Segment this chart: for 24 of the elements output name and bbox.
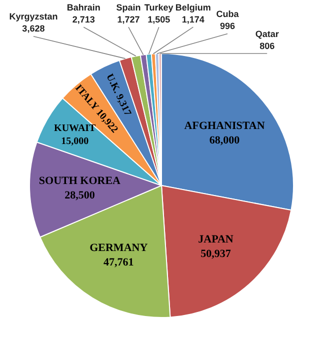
data-label: 3,628 <box>22 24 45 34</box>
slice-label: Belgium <box>175 2 211 12</box>
slice-label: Cuba <box>216 9 240 20</box>
data-label: 1,727 <box>117 14 140 24</box>
data-label: 47,761 <box>104 256 134 268</box>
data-label: 1,174 <box>182 14 204 24</box>
data-label: 996 <box>220 21 236 32</box>
slice-label: Turkey <box>144 2 174 12</box>
data-label: 1,505 <box>148 14 170 24</box>
data-label: 2,713 <box>72 14 95 24</box>
data-label: 806 <box>260 40 275 51</box>
slice-label: AFGHANISTAN <box>184 120 265 132</box>
slice-label: Qatar <box>255 28 280 39</box>
data-label: 68,000 <box>209 134 240 147</box>
slice-label: Kyrgyzstan <box>9 12 58 22</box>
data-label: 15,000 <box>61 136 89 147</box>
slice-label: KUWAIT <box>54 122 96 134</box>
data-label: 28,500 <box>64 189 96 202</box>
slice-label: SOUTH KOREA <box>38 175 121 188</box>
slice-label: GERMANY <box>90 242 148 254</box>
slice-label: Spain <box>116 2 141 12</box>
data-label: 50,937 <box>200 248 232 260</box>
slice-label: Bahrain <box>66 2 100 12</box>
slice-label: JAPAN <box>198 234 234 246</box>
